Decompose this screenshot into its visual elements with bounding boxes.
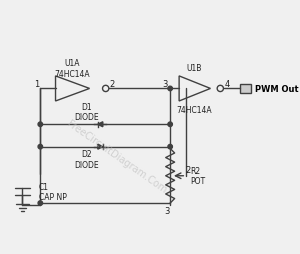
Text: 1: 1 xyxy=(34,79,39,88)
Text: 3: 3 xyxy=(164,206,169,215)
Polygon shape xyxy=(98,145,103,150)
Text: R2
POT: R2 POT xyxy=(190,166,205,186)
Circle shape xyxy=(168,87,172,91)
FancyBboxPatch shape xyxy=(240,85,251,93)
Text: 2: 2 xyxy=(109,79,115,88)
Text: PWM Out: PWM Out xyxy=(255,85,299,93)
Circle shape xyxy=(168,145,172,149)
Text: 2: 2 xyxy=(185,165,191,174)
Circle shape xyxy=(168,122,172,127)
Circle shape xyxy=(38,201,43,205)
Text: C1
CAP NP: C1 CAP NP xyxy=(38,182,66,201)
Text: U1A
74HC14A: U1A 74HC14A xyxy=(55,59,90,78)
Circle shape xyxy=(38,122,43,127)
Text: 4: 4 xyxy=(225,79,230,88)
Text: D2
DIODE: D2 DIODE xyxy=(75,150,99,169)
Circle shape xyxy=(38,145,43,149)
Text: 74HC14A: 74HC14A xyxy=(176,105,212,114)
Text: FreeCircuitDiagram.Com: FreeCircuitDiagram.Com xyxy=(65,118,168,194)
Text: D1
DIODE: D1 DIODE xyxy=(75,103,99,122)
Text: U1B: U1B xyxy=(187,64,202,73)
Text: 3: 3 xyxy=(162,79,167,88)
Polygon shape xyxy=(98,122,103,127)
